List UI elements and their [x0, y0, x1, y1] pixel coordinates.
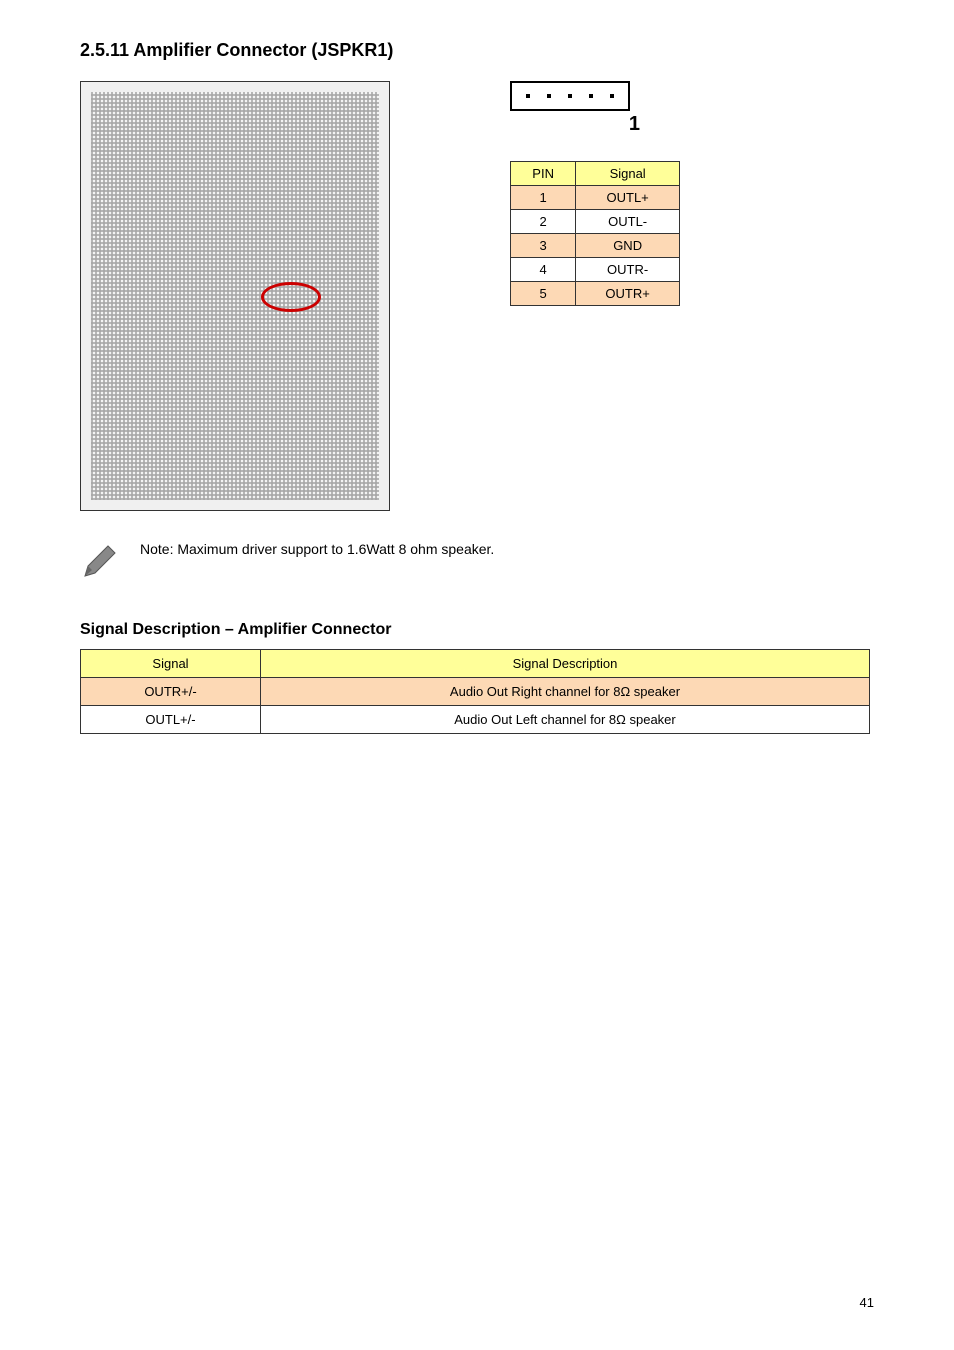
table-cell: 3 — [511, 234, 576, 258]
note-text: Note: Maximum driver support to 1.6Watt … — [140, 541, 494, 557]
page-number: 41 — [860, 1295, 874, 1310]
table-cell: OUTR- — [576, 258, 680, 282]
table-cell: Audio Out Right channel for 8Ω speaker — [261, 678, 870, 706]
connector-highlight — [261, 282, 321, 312]
table-cell: OUTR+/- — [81, 678, 261, 706]
table-header: Signal Description — [261, 650, 870, 678]
table-row: 2 OUTL- — [511, 210, 680, 234]
table-row: OUTL+/- Audio Out Left channel for 8Ω sp… — [81, 706, 870, 734]
note-section: Note: Maximum driver support to 1.6Watt … — [80, 541, 874, 581]
table-row: 3 GND — [511, 234, 680, 258]
table-cell: 4 — [511, 258, 576, 282]
table-cell: 1 — [511, 186, 576, 210]
table-cell: GND — [576, 234, 680, 258]
pin-dot — [526, 94, 530, 98]
table-cell: OUTL+ — [576, 186, 680, 210]
table-cell: Audio Out Left channel for 8Ω speaker — [261, 706, 870, 734]
pin-dot — [547, 94, 551, 98]
table-row: 5 OUTR+ — [511, 282, 680, 306]
table-cell: OUTR+ — [576, 282, 680, 306]
motherboard-diagram — [80, 81, 390, 511]
pin-dot — [610, 94, 614, 98]
characteristic-heading: Signal Description – Amplifier Connector — [80, 621, 874, 639]
table-row: OUTR+/- Audio Out Right channel for 8Ω s… — [81, 678, 870, 706]
connector-box — [510, 81, 630, 111]
pencil-icon — [80, 541, 120, 581]
board-pattern — [91, 92, 379, 500]
connector-pinout-diagram: 1 — [510, 81, 650, 131]
pin-dot — [568, 94, 572, 98]
table-cell: 5 — [511, 282, 576, 306]
section-heading: 2.5.11 Amplifier Connector (JSPKR1) — [80, 40, 874, 61]
top-section: 1 PIN Signal 1 OUTL+ 2 OUTL- 3 — [80, 81, 874, 511]
right-panel: 1 PIN Signal 1 OUTL+ 2 OUTL- 3 — [510, 81, 680, 511]
table-header: Signal — [576, 162, 680, 186]
table-cell: OUTL- — [576, 210, 680, 234]
table-cell: OUTL+/- — [81, 706, 261, 734]
table-header: PIN — [511, 162, 576, 186]
characteristic-table: Signal Signal Description OUTR+/- Audio … — [80, 649, 870, 734]
pin-1-label: 1 — [629, 113, 640, 136]
table-cell: 2 — [511, 210, 576, 234]
table-row: 4 OUTR- — [511, 258, 680, 282]
table-row: 1 OUTL+ — [511, 186, 680, 210]
pin-dot — [589, 94, 593, 98]
pin-signal-table: PIN Signal 1 OUTL+ 2 OUTL- 3 GND 4 — [510, 161, 680, 306]
table-header: Signal — [81, 650, 261, 678]
